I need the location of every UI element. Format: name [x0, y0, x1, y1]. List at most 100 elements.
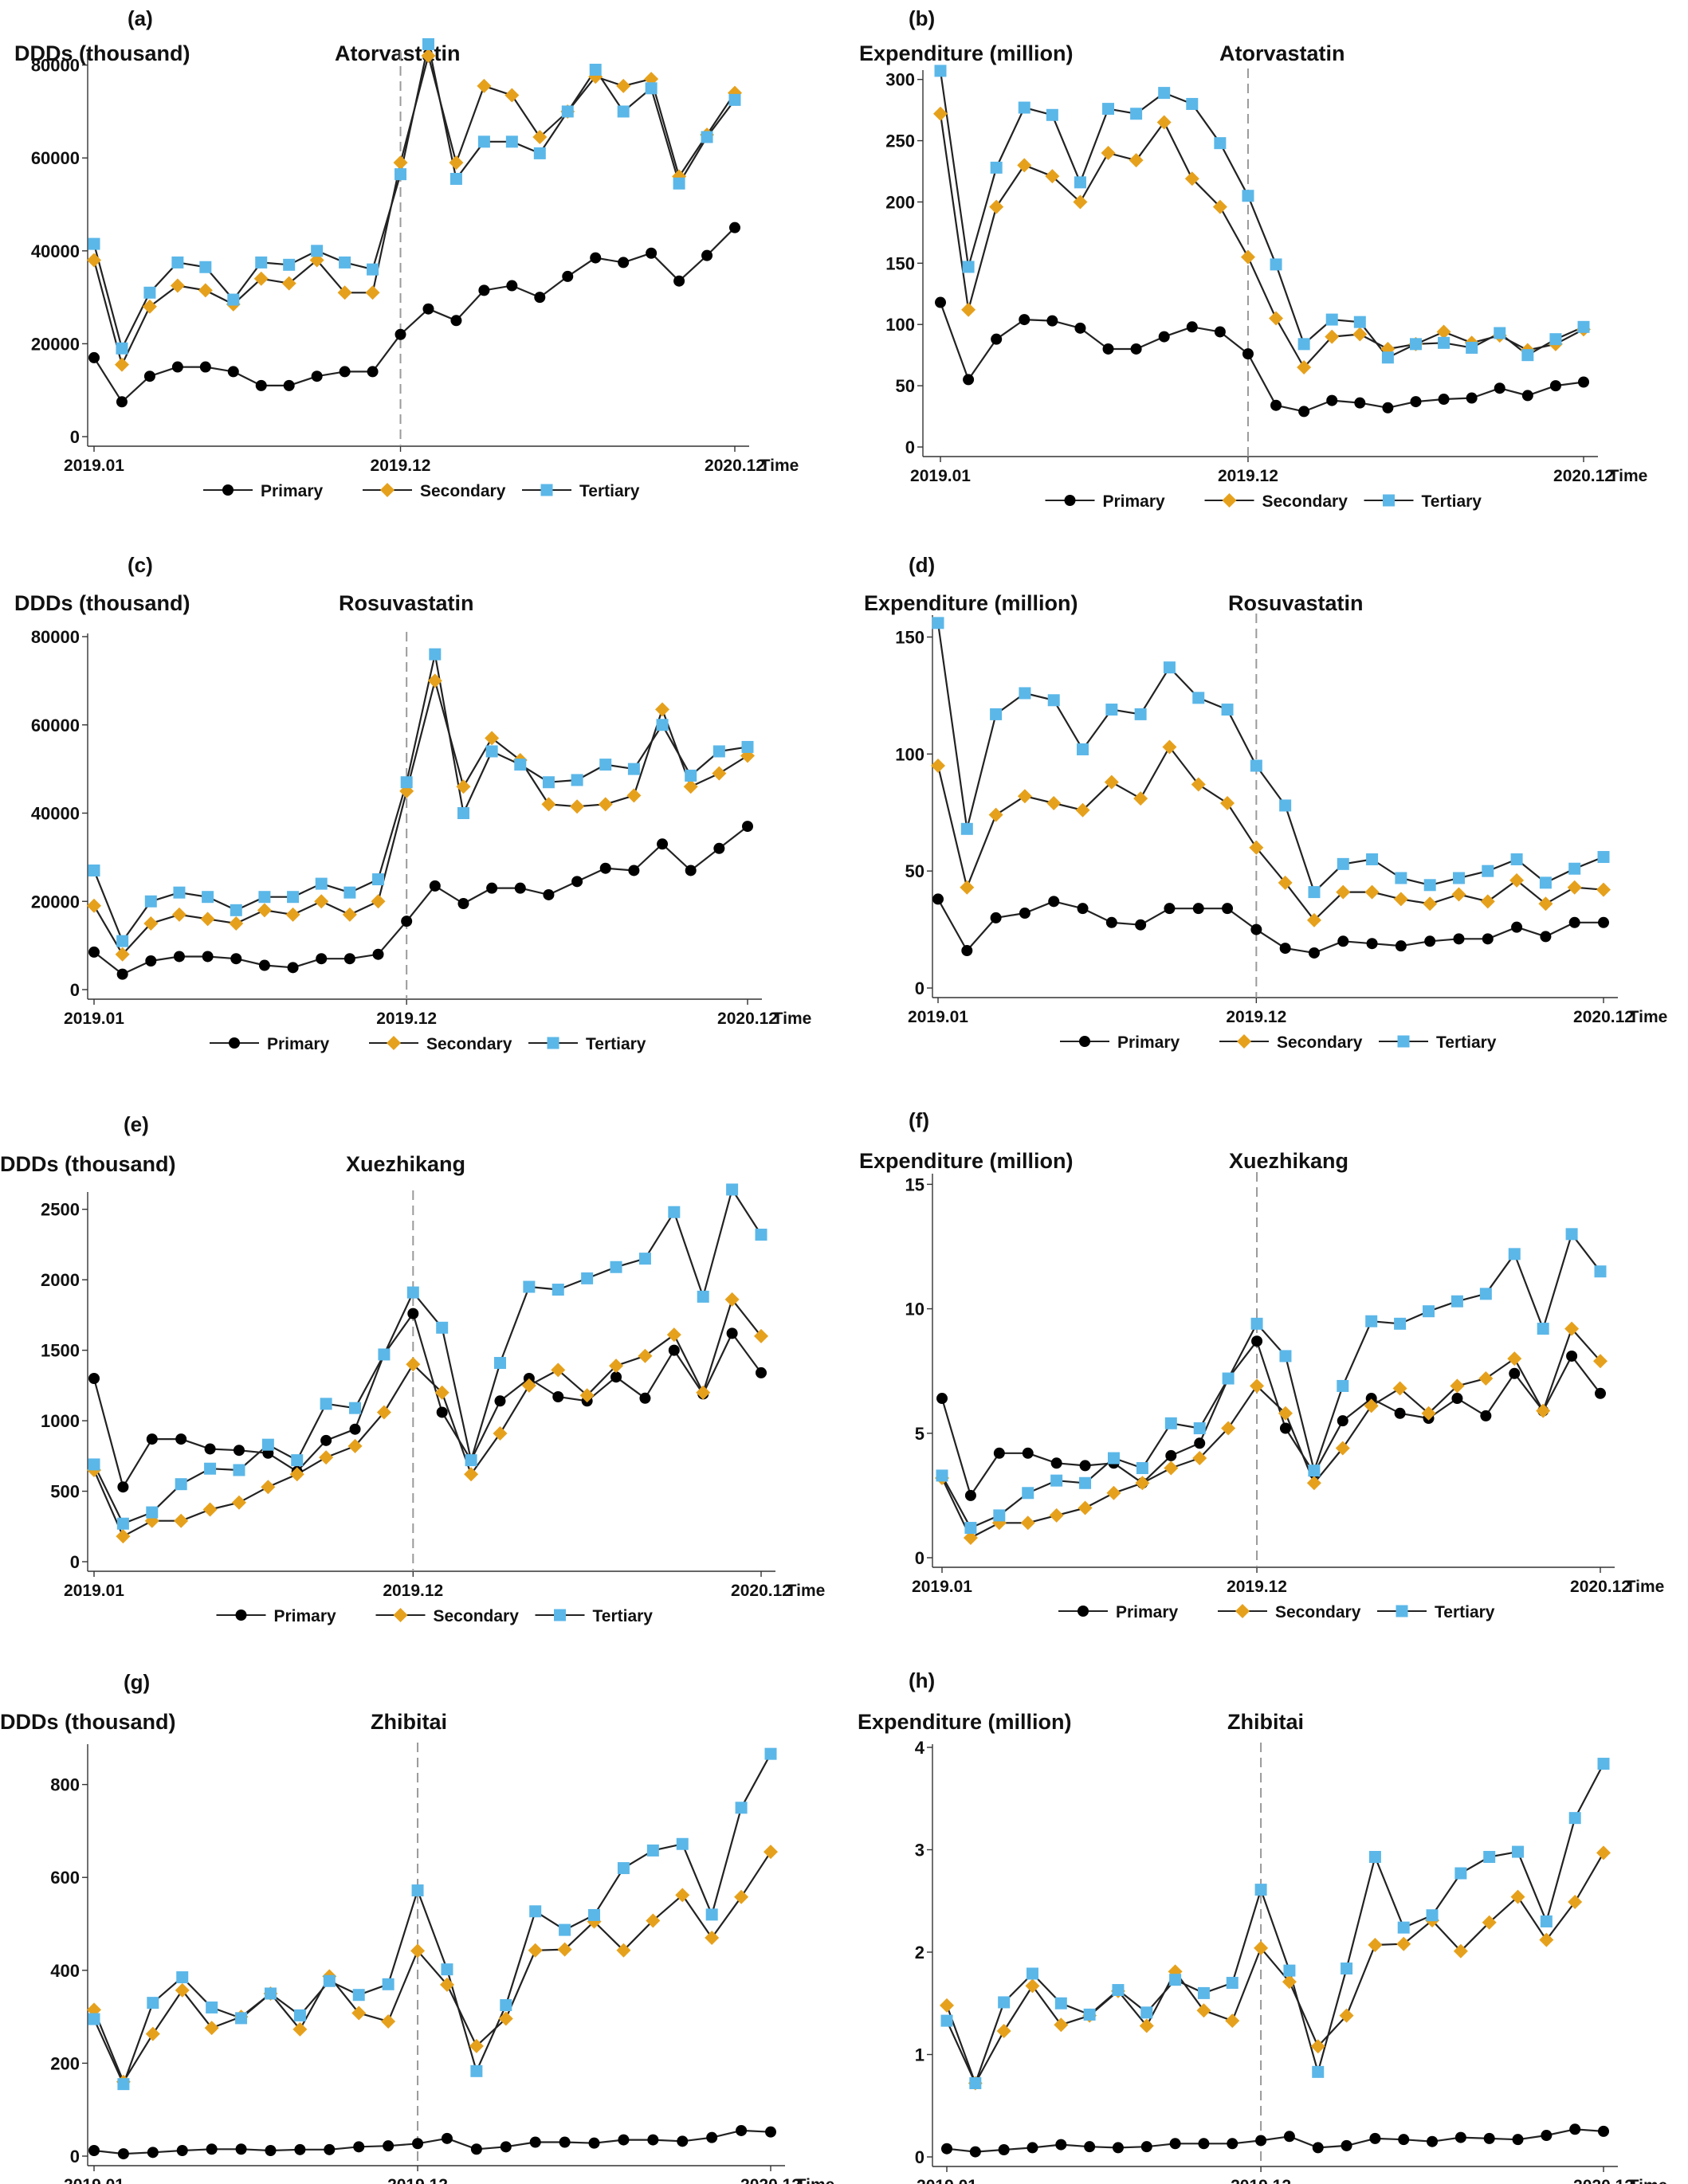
point-primary [1130, 343, 1142, 355]
point-tertiary [1074, 176, 1086, 189]
point-tertiary [117, 2078, 130, 2091]
series-line-secondary [939, 113, 1584, 369]
point-secondary [961, 302, 976, 317]
point-tertiary [144, 895, 157, 908]
point-primary [1454, 2131, 1466, 2143]
point-secondary [1335, 1441, 1350, 1456]
point-primary [500, 2141, 512, 2153]
point-primary [765, 2126, 776, 2138]
point-primary [543, 888, 555, 900]
point-secondary [1436, 324, 1451, 339]
legend-label-primary: Primary [1116, 1603, 1179, 1621]
point-primary [1194, 1437, 1206, 1449]
point-primary [1079, 1460, 1091, 1472]
point-primary [436, 1406, 448, 1418]
point-tertiary [1136, 1462, 1148, 1475]
point-primary [1279, 1422, 1291, 1434]
point-primary [145, 955, 157, 967]
point-tertiary [287, 891, 300, 904]
point-tertiary [1222, 1372, 1235, 1385]
point-primary [647, 2134, 659, 2146]
point-secondary [1220, 796, 1235, 810]
x-tick-label: 2020.12 [1570, 1578, 1631, 1596]
point-secondary [940, 1998, 954, 2013]
point-primary [202, 951, 214, 963]
point-primary [1326, 394, 1338, 406]
series-line-primary [937, 898, 1604, 955]
point-tertiary [1186, 97, 1199, 110]
point-primary [339, 366, 351, 378]
panel-letter: (c) [128, 553, 153, 577]
point-secondary [1101, 145, 1116, 160]
point-primary [407, 1308, 419, 1319]
point-tertiary [227, 293, 240, 306]
y-tick-label: 3 [915, 1841, 924, 1861]
point-secondary [198, 283, 213, 298]
panel-letter: (e) [124, 1112, 149, 1136]
point-secondary [1192, 1451, 1207, 1466]
point-primary [590, 252, 602, 264]
point-tertiary [1341, 1962, 1353, 1975]
point-tertiary [349, 1402, 362, 1414]
y-tick-label: 1 [915, 2045, 924, 2065]
point-primary [998, 2144, 1010, 2156]
chart-title: Xuezhikang [1229, 1149, 1348, 1173]
x-tick-label: 2019.12 [371, 457, 431, 475]
point-primary [283, 379, 295, 391]
point-secondary [1310, 2039, 1325, 2054]
point-secondary [1596, 882, 1611, 897]
point-tertiary [1158, 87, 1171, 100]
point-secondary [1450, 1378, 1465, 1394]
point-tertiary [1466, 341, 1478, 354]
point-secondary [764, 1845, 778, 1860]
point-primary [311, 371, 323, 382]
point-primary [1509, 1367, 1521, 1379]
point-primary [349, 1423, 361, 1435]
panel-letter: (g) [124, 1670, 150, 1694]
legend-label-tertiary: Tertiary [579, 482, 640, 500]
point-primary [1198, 2138, 1210, 2150]
legend-label-secondary: Secondary [1262, 492, 1348, 511]
point-primary [316, 953, 328, 965]
point-tertiary [1568, 1812, 1581, 1825]
x-tick-label: 2019.12 [1218, 467, 1278, 485]
point-secondary [734, 1889, 749, 1904]
point-secondary [1306, 1476, 1321, 1491]
point-tertiary [1192, 692, 1205, 704]
legend-label-primary: Primary [1103, 492, 1166, 511]
chart-title: Zhibitai [371, 1710, 447, 1734]
point-primary [1270, 399, 1282, 411]
point-tertiary [1337, 857, 1349, 870]
point-secondary [1162, 739, 1177, 755]
point-tertiary [588, 1908, 601, 1921]
point-tertiary [1438, 336, 1451, 349]
point-tertiary [283, 258, 296, 271]
point-tertiary [676, 1837, 689, 1850]
y-tick-label: 500 [50, 1482, 80, 1502]
point-tertiary [673, 177, 685, 190]
point-secondary [1364, 884, 1380, 900]
point-primary [993, 1447, 1005, 1459]
point-primary [175, 1433, 187, 1445]
point-tertiary [1308, 886, 1321, 899]
point-secondary [1421, 1406, 1436, 1421]
point-secondary [1564, 1321, 1580, 1336]
point-primary [233, 1445, 245, 1457]
chart-title: Atorvastatin [1219, 41, 1345, 65]
y-axis-label: DDDs (thousand) [14, 41, 190, 65]
point-primary [470, 2143, 482, 2155]
y-tick-label: 250 [885, 131, 915, 151]
series-line-secondary [92, 1851, 771, 2083]
point-tertiary [1105, 704, 1118, 716]
point-secondary [1325, 329, 1340, 344]
point-tertiary [320, 1398, 332, 1410]
point-secondary [1184, 171, 1199, 186]
point-tertiary [378, 1348, 391, 1361]
y-axis-label: DDDs (thousand) [0, 1152, 175, 1176]
point-secondary [1536, 1403, 1551, 1418]
y-tick-label: 0 [70, 980, 80, 1000]
point-primary [1451, 1393, 1463, 1405]
point-secondary [1254, 1940, 1269, 1955]
x-tick-label: 2020.12 [1573, 2177, 1634, 2184]
legend-label-primary: Primary [267, 1035, 330, 1053]
